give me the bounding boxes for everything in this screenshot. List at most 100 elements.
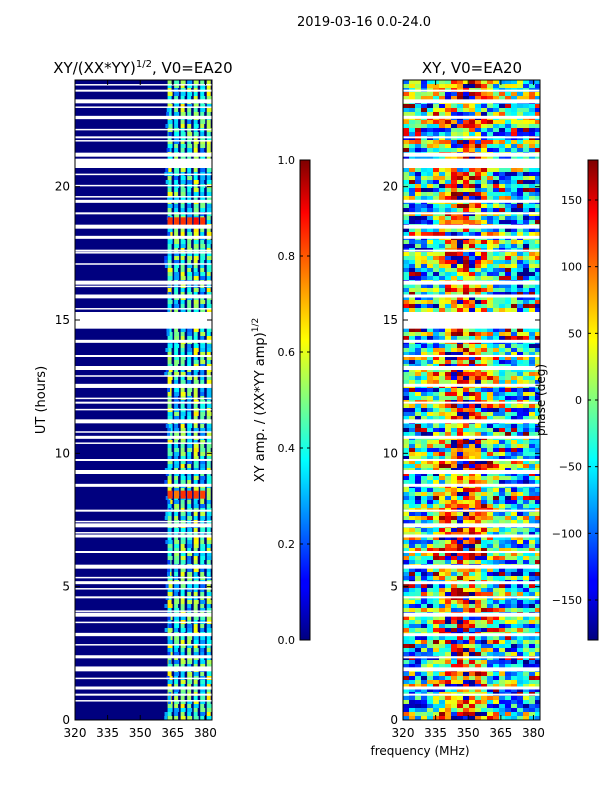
phase-cell bbox=[487, 108, 493, 112]
phase-cell bbox=[499, 448, 505, 452]
phase-cell bbox=[481, 404, 487, 408]
phase-cell bbox=[475, 344, 481, 348]
phase-cell bbox=[511, 540, 517, 544]
amplitude-flag-row bbox=[75, 419, 212, 423]
phase-cell bbox=[439, 624, 445, 628]
phase-cell bbox=[475, 208, 481, 212]
phase-cell bbox=[529, 204, 535, 208]
phase-cell bbox=[457, 304, 463, 308]
phase-cell bbox=[445, 240, 451, 244]
phase-cell bbox=[499, 700, 505, 704]
phase-cell bbox=[523, 604, 529, 608]
phase-cell bbox=[421, 232, 427, 236]
phase-cell bbox=[493, 652, 499, 656]
phase-cell bbox=[427, 244, 433, 248]
amplitude-cell bbox=[168, 600, 172, 604]
phase-cell bbox=[529, 124, 535, 128]
phase-cell bbox=[463, 192, 469, 196]
phase-cell bbox=[439, 388, 445, 392]
phase-cell bbox=[439, 652, 445, 656]
phase-cell bbox=[469, 556, 475, 560]
phase-cell bbox=[421, 448, 427, 452]
amplitude-cell bbox=[168, 712, 172, 716]
phase-cell bbox=[487, 344, 493, 348]
phase-cell bbox=[499, 488, 505, 492]
amplitude-cell bbox=[181, 452, 186, 456]
amplitude-cell bbox=[207, 476, 212, 480]
phase-cell bbox=[475, 124, 481, 128]
phase-cell bbox=[409, 464, 415, 468]
phase-cell bbox=[517, 444, 523, 448]
phase-cell bbox=[409, 672, 415, 676]
phase-cell bbox=[403, 424, 409, 428]
phase-cell bbox=[421, 600, 427, 604]
phase-cell bbox=[511, 572, 517, 576]
phase-cell bbox=[439, 660, 445, 664]
phase-cell bbox=[487, 408, 493, 412]
phase-cell bbox=[493, 188, 499, 192]
amplitude-cell bbox=[194, 380, 199, 384]
phase-cell bbox=[505, 188, 511, 192]
phase-cell bbox=[469, 648, 475, 652]
phase-cell bbox=[481, 592, 487, 596]
phase-cell bbox=[487, 652, 493, 656]
phase-cell bbox=[427, 528, 433, 532]
phase-cell bbox=[463, 260, 469, 264]
phase-cell bbox=[451, 372, 457, 376]
phase-cell bbox=[403, 192, 409, 196]
phase-cell bbox=[469, 344, 475, 348]
phase-cell bbox=[517, 132, 523, 136]
amplitude-cell bbox=[174, 544, 179, 548]
phase-cell bbox=[469, 172, 475, 176]
phase-cell bbox=[523, 412, 529, 416]
phase-cell bbox=[511, 476, 517, 480]
phase-cell bbox=[457, 404, 463, 408]
phase-cell bbox=[487, 264, 493, 268]
amplitude-cell bbox=[207, 708, 212, 712]
amplitude-cell bbox=[181, 640, 185, 644]
phase-cell bbox=[517, 268, 523, 272]
phase-cell bbox=[445, 660, 451, 664]
phase-cell bbox=[523, 432, 529, 436]
amplitude-cell bbox=[194, 144, 198, 148]
phase-cell bbox=[475, 232, 481, 236]
phase-cell bbox=[511, 216, 517, 220]
phase-cell bbox=[493, 528, 499, 532]
phase-cell bbox=[415, 540, 421, 544]
phase-cell bbox=[415, 696, 421, 700]
phase-cell bbox=[457, 424, 463, 428]
amplitude-cell bbox=[174, 188, 178, 192]
phase-cell bbox=[499, 216, 505, 220]
phase-cell bbox=[469, 444, 475, 448]
amplitude-cell bbox=[194, 148, 198, 152]
amplitude-cell bbox=[168, 476, 172, 480]
amplitude-flag-row bbox=[75, 84, 212, 86]
phase-cell bbox=[451, 144, 457, 148]
phase-cell bbox=[415, 480, 421, 484]
phase-cell bbox=[517, 220, 523, 224]
phase-cell bbox=[481, 232, 487, 236]
phase-cell bbox=[457, 680, 463, 684]
phase-cell bbox=[499, 84, 505, 88]
phase-cell bbox=[439, 428, 445, 432]
amplitude-cell bbox=[194, 512, 198, 516]
phase-cell bbox=[505, 392, 511, 396]
amplitude-cell bbox=[174, 217, 179, 225]
phase-cell bbox=[481, 372, 487, 376]
amplitude-cell bbox=[164, 480, 167, 484]
phase-cell bbox=[517, 540, 523, 544]
phase-cell bbox=[433, 628, 439, 632]
amplitude-cell bbox=[200, 516, 205, 520]
phase-cell bbox=[475, 244, 481, 248]
phase-cell bbox=[415, 452, 421, 456]
phase-cell bbox=[439, 336, 445, 340]
amplitude-cell bbox=[187, 392, 191, 396]
phase-cell bbox=[409, 124, 415, 128]
phase-cell bbox=[427, 108, 433, 112]
phase-cell bbox=[445, 544, 451, 548]
phase-cell bbox=[529, 628, 535, 632]
phase-cell bbox=[481, 712, 487, 716]
phase-cell bbox=[481, 504, 487, 508]
y-tick-label: 5 bbox=[62, 580, 70, 594]
phase-cell bbox=[529, 268, 535, 272]
